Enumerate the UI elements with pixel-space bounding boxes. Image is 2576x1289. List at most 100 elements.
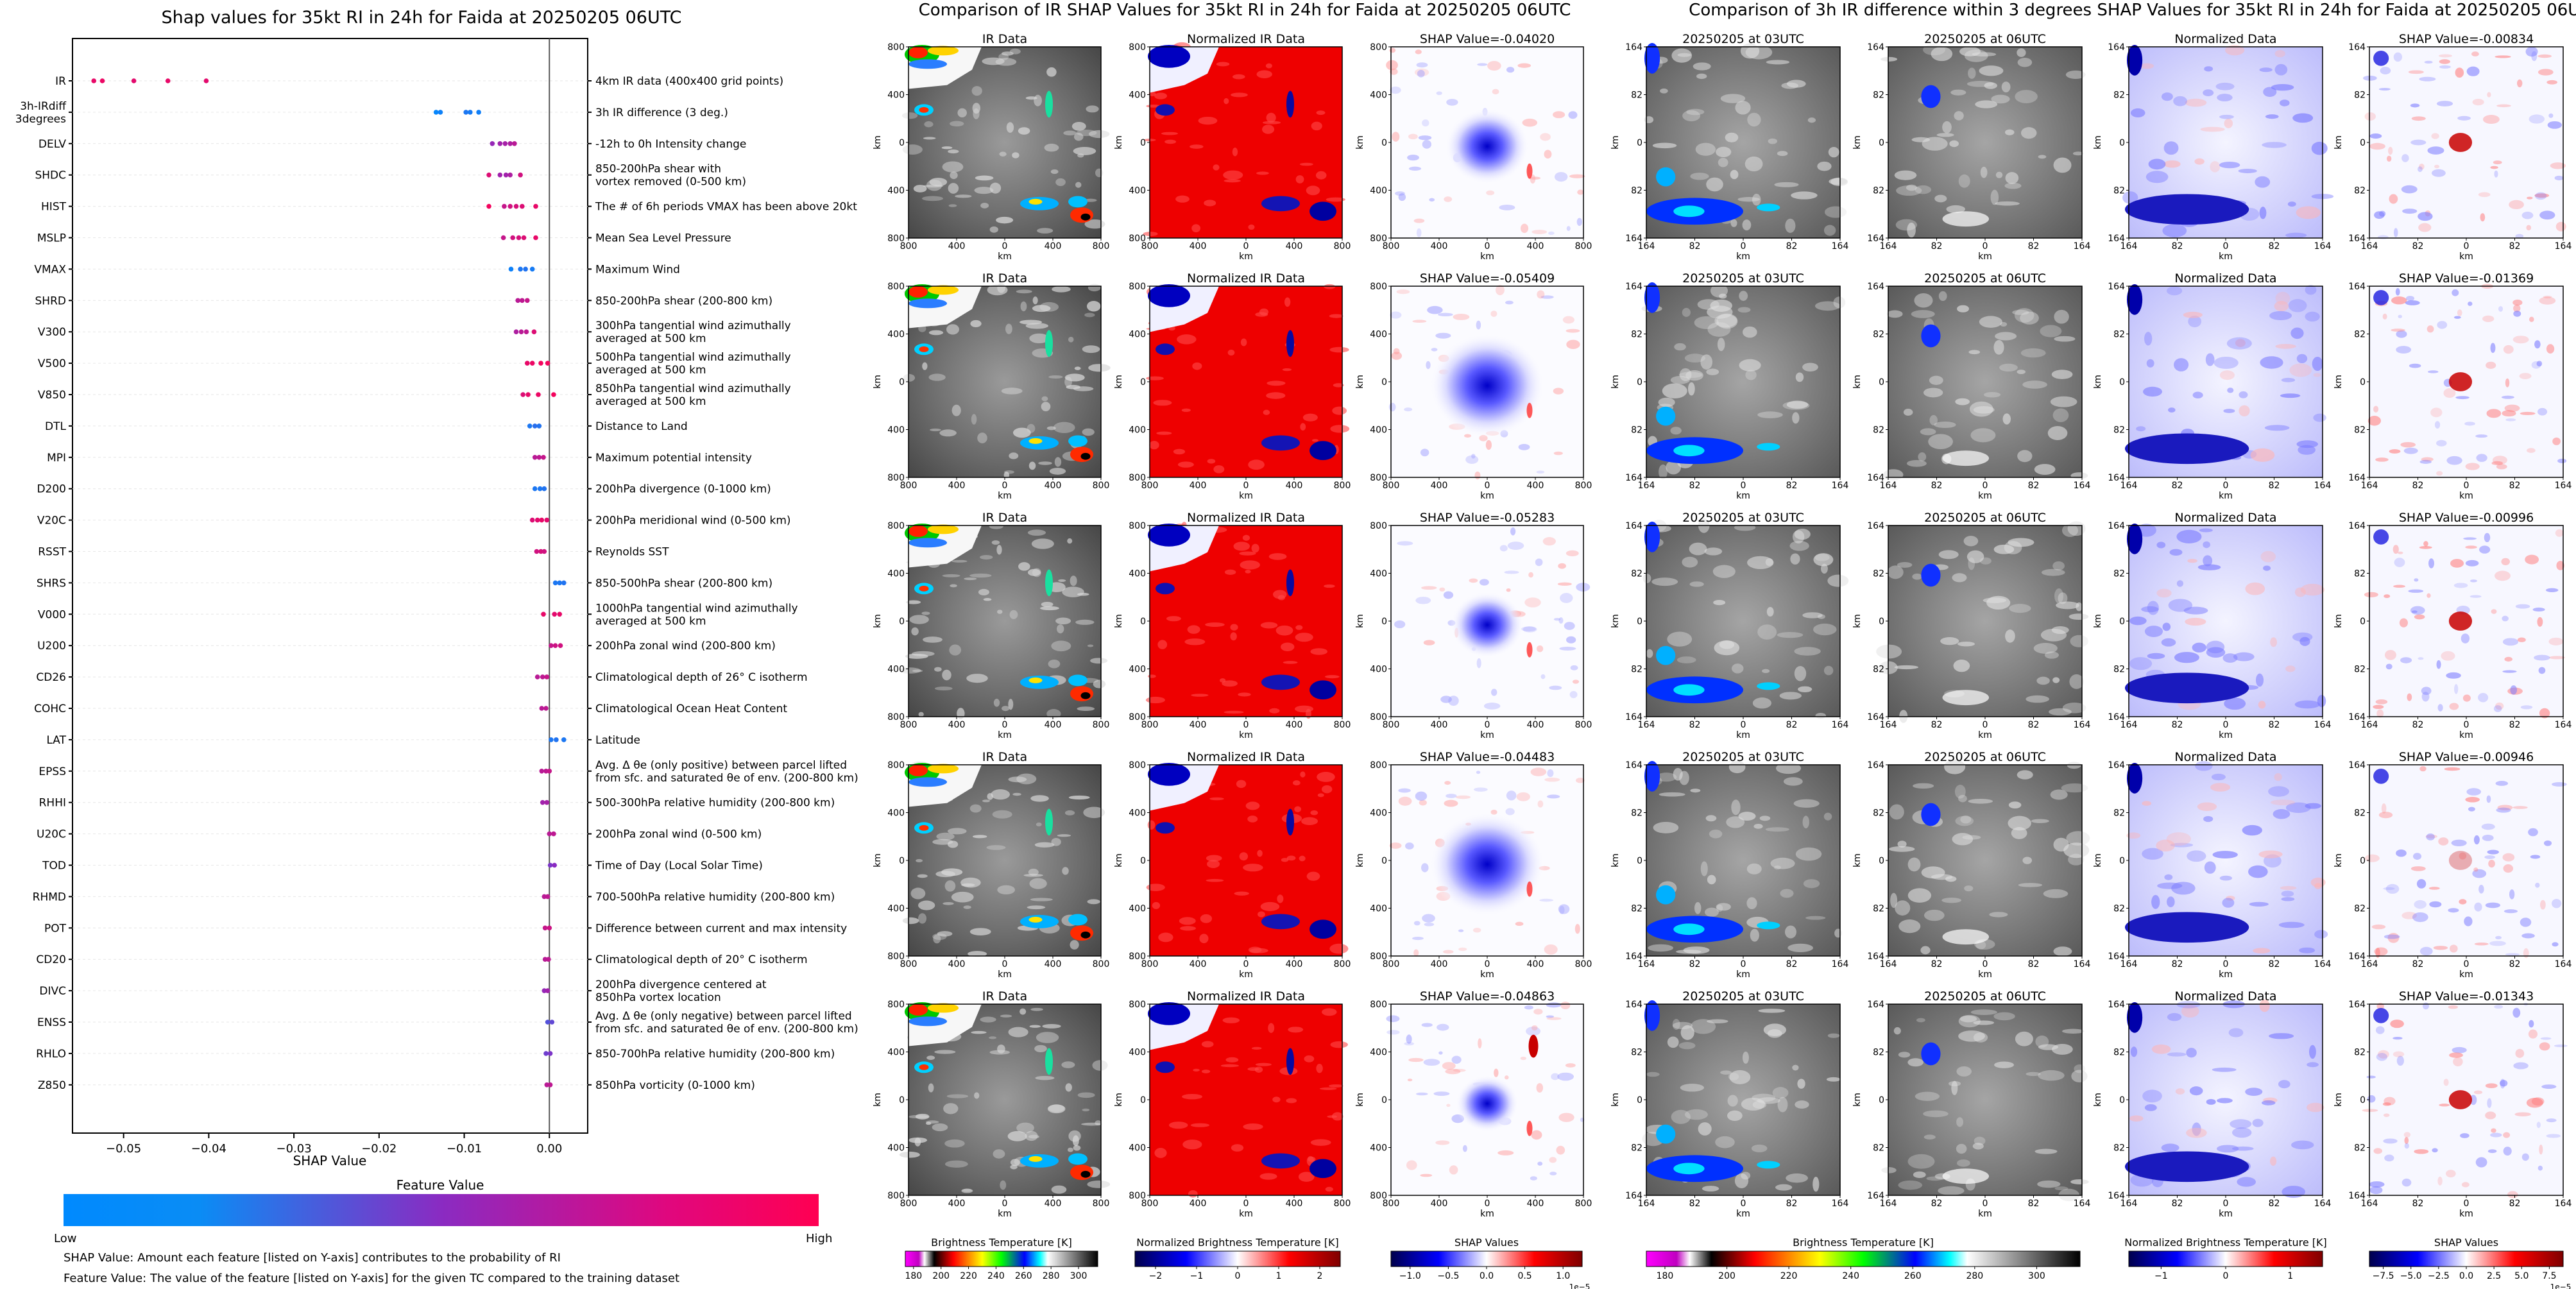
shap-speckle xyxy=(1415,49,1422,55)
norm-streak xyxy=(1268,1023,1275,1033)
diff-shap-speckle xyxy=(2396,346,2412,354)
cloud-streak xyxy=(969,928,991,935)
norm-streak xyxy=(1324,584,1335,588)
norm-streak xyxy=(1182,1140,1202,1150)
shap-value-title: SHAP Value=-0.05409 xyxy=(1420,271,1555,286)
shap-point xyxy=(549,643,554,648)
colorbar-label: Brightness Temperature [K] xyxy=(931,1236,1072,1249)
diff-cloud xyxy=(1823,812,1832,821)
cloud-streak xyxy=(989,226,998,233)
feature-description: Climatological Ocean Heat Content xyxy=(595,703,787,715)
cloud-streak xyxy=(936,832,955,841)
diff-cloud xyxy=(1807,117,1816,123)
diff-shap-speckle xyxy=(2382,1102,2391,1106)
diff-cloud xyxy=(1815,712,1827,719)
shap-speckle xyxy=(1505,300,1514,305)
tile-y-tick-label: 800 xyxy=(887,234,905,244)
shap-point xyxy=(543,769,549,774)
cloud-streak xyxy=(972,835,987,839)
tile-y-tick-label: 164 xyxy=(2348,473,2366,483)
shap-point xyxy=(532,455,538,460)
diff-shap-speckle xyxy=(2462,694,2471,702)
shap-speckle xyxy=(1537,800,1544,808)
feature-code-label: Z850 xyxy=(38,1079,66,1092)
diff-shap-speckle xyxy=(2503,1132,2511,1138)
shap-speckle xyxy=(1540,674,1546,679)
feature-description-line: 200hPa divergence (0-1000 km) xyxy=(595,483,771,496)
diff-norm-streak xyxy=(2142,801,2152,806)
shap-speckle xyxy=(1536,470,1545,474)
colorbar-tick-label: 180 xyxy=(1657,1271,1674,1281)
shap-speckle xyxy=(1553,111,1565,119)
cloud-streak xyxy=(935,871,955,878)
tile-y-tick-label: 82 xyxy=(2113,808,2125,819)
colorbar-tick-label: 1 xyxy=(1276,1271,1282,1281)
feature-code-label: V850 xyxy=(38,389,66,402)
diff-shap-speckle xyxy=(2486,409,2502,418)
tile-x-tick-label: 82 xyxy=(1689,1199,1701,1209)
diff-cloud xyxy=(2017,370,2026,375)
diff-cloud xyxy=(1828,146,1839,158)
diff-shap-speckle xyxy=(2375,948,2380,958)
diff-shap-speckle xyxy=(2503,1147,2512,1156)
cloud-streak xyxy=(916,858,923,862)
diff-cloud xyxy=(1648,944,1673,952)
diff-shap-speckle xyxy=(2396,330,2407,338)
diff-cloud xyxy=(1969,401,1993,417)
norm-east xyxy=(1309,919,1336,939)
tile-y-axis-label: km xyxy=(1852,614,1863,628)
row-gridlines xyxy=(69,80,592,1086)
diff-shap-speckle xyxy=(2364,592,2378,597)
tile-title: Normalized IR Data xyxy=(1187,750,1305,764)
cloud-streak xyxy=(969,573,992,578)
convection-east-black xyxy=(1080,1170,1091,1178)
diff-cloud xyxy=(2043,889,2068,898)
diff-cloud xyxy=(1679,771,1689,785)
tile-y-tick-label: 164 xyxy=(1867,1000,1884,1010)
diff-cloud xyxy=(1983,597,2006,604)
diff-white-band xyxy=(1942,211,1990,227)
diff-shap-speckle xyxy=(2444,767,2461,771)
diff-cloud xyxy=(2001,81,2011,92)
norm-south xyxy=(1261,914,1300,930)
diff-shap-speckle xyxy=(2507,1191,2518,1199)
diff-cloud xyxy=(1702,1186,1719,1192)
cloud-streak xyxy=(1006,122,1014,133)
tile-y-tick-label: 82 xyxy=(1631,665,1642,675)
norm-streak xyxy=(1240,560,1260,570)
shap-speckle xyxy=(1422,914,1435,923)
diff-cloud xyxy=(1970,428,1996,443)
convection-blue xyxy=(908,59,947,69)
diff-cloud xyxy=(2033,642,2058,654)
norm-streak xyxy=(1175,195,1190,203)
diff-cloud xyxy=(2069,674,2084,689)
tile-y-tick-label: 400 xyxy=(1370,569,1387,579)
diff-cloud xyxy=(1972,1143,1984,1150)
norm-band xyxy=(1286,808,1294,836)
shap-point xyxy=(534,517,540,523)
cloud-streak xyxy=(966,674,988,683)
tile-x-tick-label: 0 xyxy=(2464,959,2469,969)
diff-norm-streak xyxy=(2260,356,2283,369)
tile-x-tick-label: 800 xyxy=(1334,720,1351,730)
diff-norm-streak xyxy=(2143,386,2162,397)
shap-point xyxy=(539,706,545,711)
diff-cloud xyxy=(1759,815,1771,821)
diff-shap-speckle xyxy=(2465,463,2480,470)
diff-cloud xyxy=(1881,56,1898,62)
diff-cloud xyxy=(1959,1015,1977,1023)
diff-cloud xyxy=(2074,1064,2086,1073)
diff-cloud xyxy=(2050,396,2077,407)
diff-norm-streak xyxy=(2189,1086,2203,1096)
convection-south-core xyxy=(1028,677,1043,683)
diff-cloud xyxy=(1690,789,1701,793)
diff-cloud xyxy=(1915,1091,1940,1101)
diff-shap-speckle xyxy=(2473,1090,2483,1095)
diff-shap-speckle xyxy=(2449,944,2458,953)
cloud-streak xyxy=(974,187,994,194)
norm-streak xyxy=(1147,820,1156,830)
norm-streak xyxy=(1330,1041,1348,1048)
diff-shap-speckle xyxy=(2468,807,2475,812)
